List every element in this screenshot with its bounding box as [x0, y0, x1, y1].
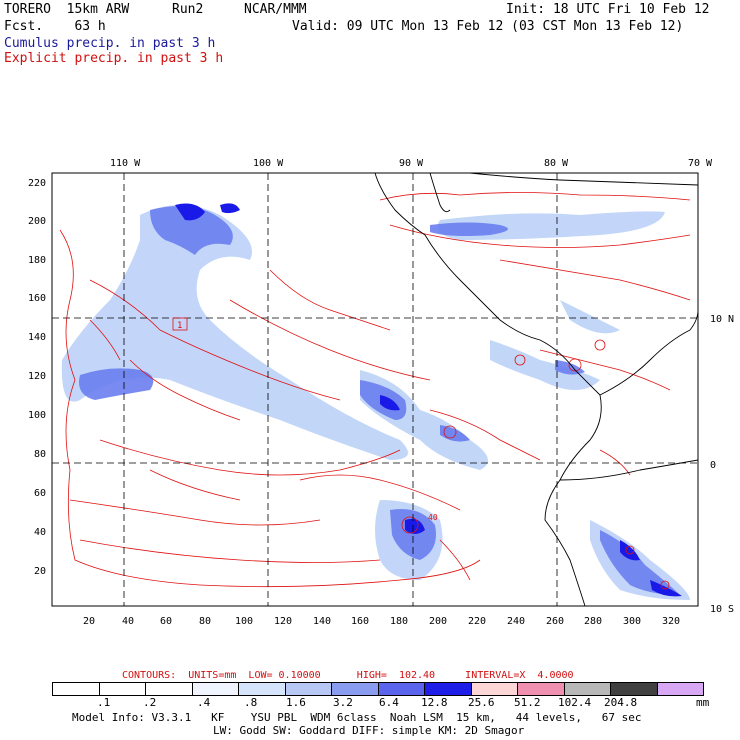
colorbar-swatch [657, 683, 703, 695]
x-tick: 200 [429, 616, 447, 627]
x-tick: 100 [235, 616, 253, 627]
explicit-precip-contours [59, 192, 691, 590]
colorbar-label: .1 [97, 696, 111, 709]
y-tick: 220 [28, 178, 46, 189]
colorbar-label: .4 [197, 696, 211, 709]
field-explicit-label: Explicit precip. in past 3 h [4, 51, 224, 66]
y-tick: 100 [28, 410, 46, 421]
colorbar-label: 51.2 [514, 696, 541, 709]
longitude-labels: 110 W 100 W 90 W 80 W 70 W [110, 158, 713, 169]
contour-label: 40 [428, 513, 438, 522]
colorbar-label: 1.6 [286, 696, 306, 709]
coastlines [374, 173, 698, 606]
x-tick: 300 [623, 616, 641, 627]
lon-label: 80 W [544, 158, 569, 169]
x-tick: 20 [83, 616, 95, 627]
lat-label: 10 S [710, 604, 734, 615]
y-tick: 120 [28, 371, 46, 382]
colorbar-swatch [611, 683, 658, 695]
colorbar-swatch [332, 683, 379, 695]
x-tick: 240 [507, 616, 525, 627]
valid-time: Valid: 09 UTC Mon 13 Feb 12 (03 CST Mon … [292, 19, 684, 34]
y-tick: 80 [34, 449, 46, 460]
colorbar-label: 25.6 [468, 696, 495, 709]
y-tick: 40 [34, 527, 46, 538]
lat-label: 10 N [710, 314, 734, 325]
field-cumulus-label: Cumulus precip. in past 3 h [4, 36, 216, 51]
lon-label: 70 W [688, 158, 713, 169]
y-tick-labels: 220 200 180 160 140 120 100 80 60 40 20 [28, 178, 46, 577]
colorbar-swatch [378, 683, 425, 695]
init-time: Init: 18 UTC Fri 10 Feb 12 [506, 2, 710, 17]
colorbar-swatch [53, 683, 100, 695]
colorbar-swatch [192, 683, 239, 695]
y-tick: 160 [28, 293, 46, 304]
colorbar-label: 12.8 [421, 696, 448, 709]
lon-label: 100 W [253, 158, 284, 169]
contours-info: CONTOURS: UNITS=mm LOW= 0.10000 HIGH= 10… [122, 670, 574, 681]
colorbar-swatch [285, 683, 332, 695]
colorbar-label: 6.4 [379, 696, 399, 709]
colorbar-swatch [425, 683, 472, 695]
colorbar-label: .2 [143, 696, 157, 709]
latitude-labels: 10 N 0 10 S [710, 314, 734, 615]
cumulus-precip-dark [175, 203, 682, 597]
y-tick: 140 [28, 332, 46, 343]
colorbar-swatch [564, 683, 611, 695]
colorbar-unit: mm [696, 696, 710, 709]
x-tick: 280 [584, 616, 602, 627]
x-tick: 220 [468, 616, 486, 627]
map-frame [51, 172, 699, 607]
label-box [172, 317, 188, 331]
x-tick: 260 [546, 616, 564, 627]
lon-label: 90 W [399, 158, 424, 169]
x-tick: 40 [122, 616, 134, 627]
lat-lon-grid [52, 173, 698, 606]
x-tick: 180 [390, 616, 408, 627]
lon-label: 110 W [110, 158, 141, 169]
model-info: Model Info: V3.3.1 KF YSU PBL WDM 6class… [72, 711, 642, 724]
y-tick: 180 [28, 255, 46, 266]
org-label: NCAR/MMM [244, 2, 307, 17]
y-tick: 20 [34, 566, 46, 577]
x-tick: 320 [662, 616, 680, 627]
precip-map: 110 W 100 W 90 W 80 W 70 W 10 N 0 10 S 2… [28, 158, 734, 627]
run-label: Run2 [172, 2, 204, 17]
model-title: TORERO 15km ARW [4, 2, 130, 17]
colorbar-label: 3.2 [333, 696, 353, 709]
x-tick: 160 [351, 616, 369, 627]
colorbar-label: 204.8 [604, 696, 638, 709]
x-tick: 80 [199, 616, 211, 627]
x-tick: 60 [160, 616, 172, 627]
x-tick: 120 [274, 616, 292, 627]
y-tick: 200 [28, 216, 46, 227]
colorbar-swatch [99, 683, 146, 695]
box-label: 1 [177, 321, 182, 331]
x-tick-labels: 20 40 60 80 100 120 140 160 180 200 220 … [83, 616, 680, 627]
y-tick: 60 [34, 488, 46, 499]
colorbar-label: 102.4 [558, 696, 592, 709]
physics-info: LW: Godd SW: Goddard DIFF: simple KM: 2D… [213, 724, 525, 737]
colorbar-swatch [239, 683, 286, 695]
colorbar [52, 682, 704, 696]
colorbar-label: .8 [244, 696, 258, 709]
colorbar-swatch [146, 683, 193, 695]
x-tick: 140 [313, 616, 331, 627]
colorbar-swatch [518, 683, 565, 695]
colorbar-labels: .1 .2 .4 .8 1.6 3.2 6.4 12.8 25.6 51.2 1… [0, 696, 740, 709]
forecast-hour: Fcst. 63 h [4, 19, 106, 34]
colorbar-swatch [471, 683, 518, 695]
lat-label: 0 [710, 460, 716, 471]
